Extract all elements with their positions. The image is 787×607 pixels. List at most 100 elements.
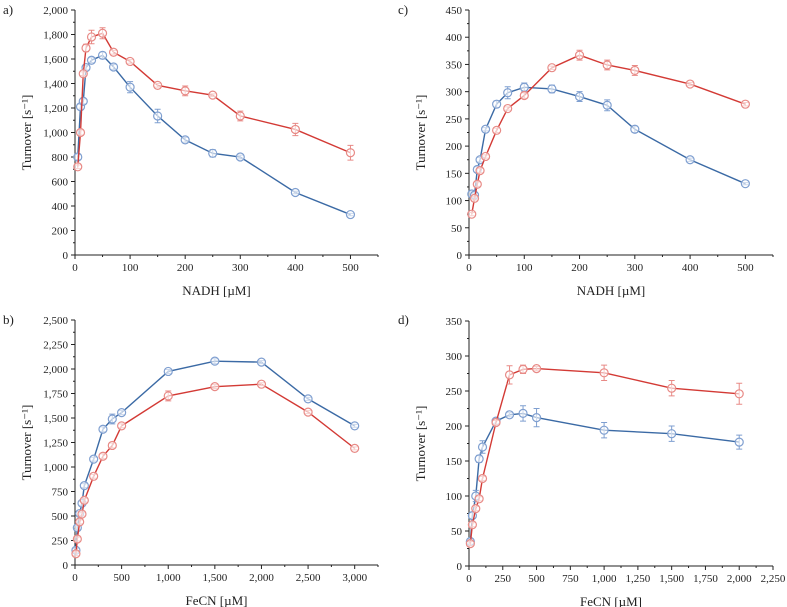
- data-point: [153, 80, 163, 90]
- data-point: [474, 494, 484, 504]
- series-line-blue: [77, 54, 351, 216]
- series-blue: [467, 82, 750, 200]
- x-tick-label: 200: [177, 262, 194, 274]
- y-tick-label: 200: [52, 226, 69, 238]
- data-point: [86, 32, 97, 42]
- panel-label: d): [398, 312, 409, 327]
- y-tick-label: 50: [451, 526, 463, 538]
- data-point: [504, 410, 515, 420]
- y-tick-label: 1,200: [43, 103, 68, 115]
- x-axis-label: FeCN [µM]: [580, 594, 642, 607]
- x-tick-label: 1,250: [626, 573, 651, 585]
- y-tick-label: 800: [52, 152, 69, 164]
- y-tick-label: 1,750: [43, 389, 68, 401]
- y-tick-label: 400: [446, 32, 463, 44]
- x-tick-label: 400: [287, 262, 304, 274]
- data-point: [208, 148, 218, 158]
- x-axis-label: NADH [µM]: [577, 283, 646, 298]
- data-point: [472, 179, 482, 189]
- data-point: [519, 90, 529, 101]
- y-tick-label: 250: [52, 536, 69, 548]
- data-point: [630, 65, 640, 76]
- data-point: [107, 414, 117, 424]
- data-point: [71, 549, 81, 559]
- y-tick-label: 100: [446, 196, 463, 208]
- x-tick-label: 0: [466, 262, 472, 274]
- x-tick-label: 1,750: [693, 573, 718, 585]
- data-point: [491, 417, 501, 428]
- y-tick-label: 1,250: [43, 438, 68, 450]
- series-red: [73, 27, 356, 172]
- data-point: [477, 473, 488, 484]
- x-tick-label: 250: [495, 573, 512, 585]
- y-tick-label: 150: [446, 168, 463, 180]
- series-line-red: [469, 367, 740, 544]
- x-tick-label: 2,000: [249, 572, 274, 584]
- x-tick-label: 2,500: [296, 572, 321, 584]
- y-tick-label: 500: [52, 511, 69, 523]
- data-point: [107, 440, 117, 451]
- data-point: [98, 451, 108, 461]
- data-point: [97, 50, 108, 60]
- data-point: [210, 382, 220, 392]
- data-point: [210, 356, 220, 366]
- data-point: [504, 370, 515, 380]
- data-point: [667, 429, 677, 439]
- y-tick-label: 1,400: [43, 79, 68, 91]
- data-point: [685, 79, 695, 89]
- data-point: [574, 91, 585, 102]
- chart-panel-b: b) 0 250 500 750 1,000 1,250 1,500 1,750 2,000 2,2…: [3, 312, 379, 607]
- data-point: [89, 471, 99, 481]
- panel-label: a): [3, 2, 13, 17]
- x-tick-label: 2,250: [761, 573, 786, 585]
- data-point: [81, 43, 91, 53]
- data-point: [180, 135, 190, 145]
- series-blue: [465, 405, 744, 547]
- y-tick-label: 600: [52, 177, 69, 189]
- data-point: [97, 28, 108, 38]
- data-point: [77, 509, 87, 519]
- data-point: [740, 99, 750, 109]
- y-tick-label: 0: [457, 250, 463, 262]
- y-tick-label: 200: [446, 141, 463, 153]
- y-tick-label: 0: [63, 560, 69, 572]
- data-point: [73, 162, 83, 172]
- data-point: [98, 424, 108, 434]
- data-point: [599, 425, 609, 435]
- data-point: [125, 56, 135, 67]
- y-tick-label: 1,000: [43, 128, 68, 140]
- x-tick-label: 500: [342, 262, 359, 274]
- x-axis-label: NADH [µM]: [182, 283, 251, 298]
- data-point: [602, 60, 612, 70]
- data-point: [518, 364, 528, 374]
- series-blue: [73, 50, 356, 220]
- data-point: [235, 111, 245, 121]
- data-point: [492, 99, 502, 109]
- y-axis-label: Turnover [s⁻¹]: [19, 95, 34, 171]
- data-point: [180, 86, 190, 96]
- data-point: [547, 84, 557, 94]
- y-axis-label: Turnover [s⁻¹]: [19, 405, 34, 481]
- y-tick-label: 350: [446, 316, 463, 328]
- data-point: [471, 504, 481, 514]
- y-tick-label: 1,500: [43, 413, 68, 425]
- data-point: [125, 82, 135, 92]
- data-point: [531, 413, 542, 423]
- data-point: [72, 534, 82, 544]
- y-tick-label: 300: [446, 351, 463, 363]
- x-tick-label: 0: [72, 262, 78, 274]
- x-tick-label: 1,500: [659, 573, 684, 585]
- x-tick-label: 2,000: [727, 573, 752, 585]
- y-tick-label: 0: [63, 250, 69, 262]
- data-point: [467, 520, 477, 530]
- data-point: [235, 152, 245, 162]
- y-tick-label: 450: [446, 5, 463, 17]
- x-tick-label: 0: [466, 573, 472, 585]
- series-line-red: [75, 383, 356, 554]
- data-point: [78, 69, 88, 79]
- data-point: [734, 389, 744, 399]
- data-point: [740, 179, 750, 189]
- data-point: [350, 443, 360, 453]
- data-point: [290, 187, 300, 198]
- data-point: [303, 407, 313, 417]
